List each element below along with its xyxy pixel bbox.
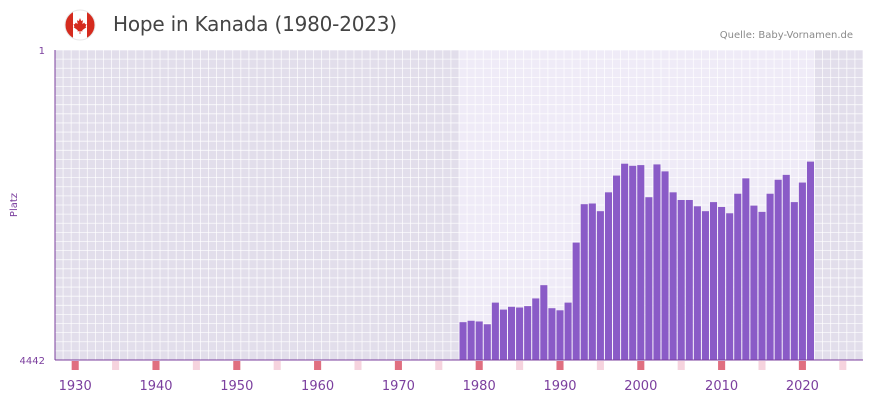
x-tick-label-2020: 2020 [786,379,819,394]
x-tick-label-2000: 2000 [624,379,657,394]
half-decade-marker-1945 [192,361,200,370]
bar-1989 [548,308,556,360]
y-tick-label-top: 1 [39,46,45,57]
decade-marker-1990 [556,361,564,370]
x-tick-label-1950: 1950 [220,379,253,394]
half-decade-marker-2005 [677,361,685,370]
x-tick-label-1980: 1980 [463,379,496,394]
bar-2000 [637,165,645,360]
bar-1985 [516,307,524,360]
axis-labels: 1930 1940 1950 1960 1970 1980 1990 2000 2010 2020… [9,46,819,394]
bar-1992 [572,242,580,360]
half-decade-marker-1935 [112,361,120,370]
bar-1994 [588,203,596,360]
bar-1981 [483,324,491,360]
bar-2003 [661,171,669,360]
bar-1983 [499,309,507,360]
x-tick-label-2010: 2010 [705,379,738,394]
decade-marker-2020 [798,361,806,370]
grid-lines [54,49,864,361]
decade-marker-1980 [475,361,483,370]
decade-marker-1930 [71,361,79,370]
bar-2020 [798,182,806,360]
bar-2014 [750,205,758,360]
decade-marker-2010 [718,361,726,370]
bar-2004 [669,192,677,360]
bar-1987 [532,298,540,360]
decade-marker-1970 [394,361,402,370]
y-tick-label-bottom: 4442 [20,356,45,367]
bar-1999 [629,165,637,360]
bar-1982 [491,302,499,360]
decade-marker-2000 [637,361,645,370]
bar-1984 [507,306,516,360]
bar-1980 [475,321,483,360]
x-tick-label-1990: 1990 [543,379,576,394]
half-decade-marker-2015 [758,361,766,370]
bar-2012 [734,193,742,360]
bar-2016 [766,193,774,360]
bar-2013 [742,178,750,360]
bar-2006 [685,200,693,360]
x-tick-label-1960: 1960 [301,379,334,394]
half-decade-marker-1955 [273,361,281,370]
bar-2007 [693,206,701,360]
source-label: Quelle: Baby-Vornamen.de [719,30,853,41]
bar-2002 [653,164,661,360]
bar-2008 [701,211,709,360]
half-decade-marker-1975 [435,361,443,370]
bar-1997 [613,175,621,360]
bar-2001 [645,197,653,360]
half-decade-marker-1985 [516,361,524,370]
decade-marker-1950 [233,361,241,370]
bar-1991 [564,302,572,360]
bar-1986 [524,306,532,360]
y-axis-title: Platz [9,193,20,217]
bar-1979 [467,320,475,360]
bar-1993 [580,204,588,360]
x-tick-label-1970: 1970 [382,379,415,394]
bar-series [459,161,815,360]
bar-2021 [806,161,815,360]
bar-2017 [774,179,782,360]
bar-1996 [604,192,613,360]
bar-2010 [718,206,726,360]
bar-2018 [782,174,790,360]
bar-2009 [709,202,718,360]
bar-1978 [459,322,467,360]
bar-2011 [726,213,734,360]
half-decade-marker-2025 [839,361,847,370]
bar-2015 [758,211,766,360]
x-tick-label-1930: 1930 [59,379,92,394]
decade-markers [71,361,847,370]
half-decade-marker-1965 [354,361,362,370]
chart-title: Hope in Kanada (1980-2023) [113,12,397,36]
half-decade-marker-1995 [596,361,604,370]
bar-1988 [540,285,548,360]
x-tick-label-1940: 1940 [139,379,172,394]
canada-flag-icon [64,9,96,41]
bar-1995 [596,211,604,360]
bar-1998 [621,163,629,360]
decade-marker-1960 [314,361,322,370]
axes [54,50,863,361]
bar-2005 [677,200,685,360]
bar-2019 [790,202,798,360]
decade-marker-1940 [152,361,160,370]
bar-1990 [556,310,564,360]
